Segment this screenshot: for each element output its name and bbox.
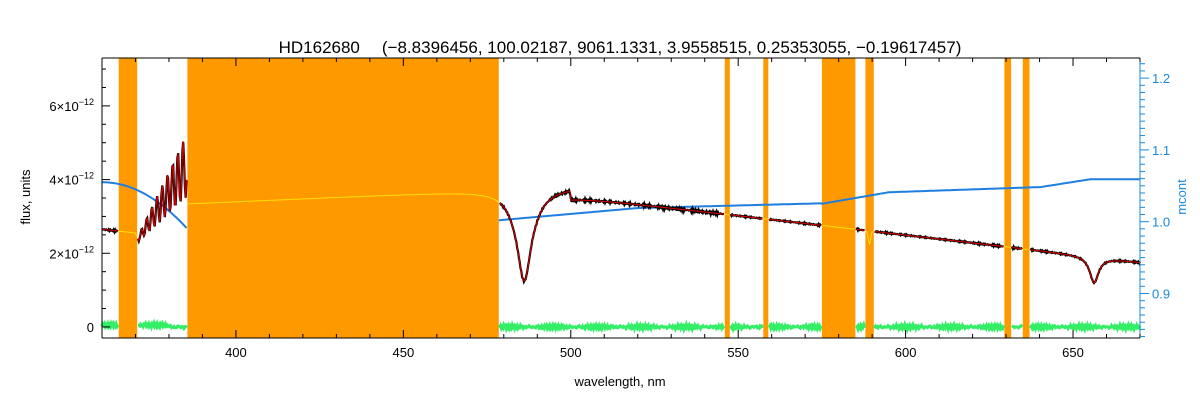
x-tick-label: 650 — [1062, 345, 1084, 360]
continuum-series — [102, 178, 1140, 229]
residual-series — [100, 318, 1142, 335]
y-tick-label: 2×10−12 — [49, 244, 94, 261]
y-axis-title: flux, units — [18, 169, 33, 224]
x-axis-title: wavelength, nm — [573, 374, 665, 389]
masked-region-5 — [865, 58, 874, 338]
x-tick-label: 450 — [393, 345, 415, 360]
model-series — [101, 141, 1141, 284]
y2-tick-label: 1.0 — [1152, 215, 1170, 230]
chart-title-star: HD162680 — [279, 38, 360, 57]
masked-region-3 — [763, 58, 769, 338]
y-tick-label: 0 — [87, 320, 94, 335]
masked-regions — [118, 58, 1030, 338]
y2-tick-label: 1.2 — [1152, 71, 1170, 86]
model-masked-series — [118, 193, 1030, 251]
x-tick-label: 550 — [727, 345, 749, 360]
y-tick-label: 6×10−12 — [49, 97, 94, 114]
x-tick-label: 600 — [895, 345, 917, 360]
masked-region-2 — [724, 58, 730, 338]
masked-region-7 — [1022, 58, 1030, 338]
masked-region-1 — [187, 58, 499, 338]
x-tick-label: 400 — [225, 345, 247, 360]
chart-title-params: (−8.8396456, 100.02187, 9061.1331, 3.955… — [382, 38, 961, 57]
y2-tick-label: 0.9 — [1152, 286, 1170, 301]
axes: 400 450 500 550 600 650 0 2×10−12 4×10−12 6×10−12… — [49, 57, 1170, 360]
y-tick-label: 4×10−12 — [49, 171, 94, 188]
masked-region-6 — [1004, 58, 1012, 338]
masked-region-0 — [118, 58, 138, 338]
chart-title: HD162680 (−8.8396456, 100.02187, 9061.133… — [279, 38, 962, 57]
x-tick-label: 500 — [560, 345, 582, 360]
y2-tick-label: 1.1 — [1152, 143, 1170, 158]
series-layer — [100, 141, 1142, 335]
y2-axis-title: mcont — [1174, 179, 1189, 215]
